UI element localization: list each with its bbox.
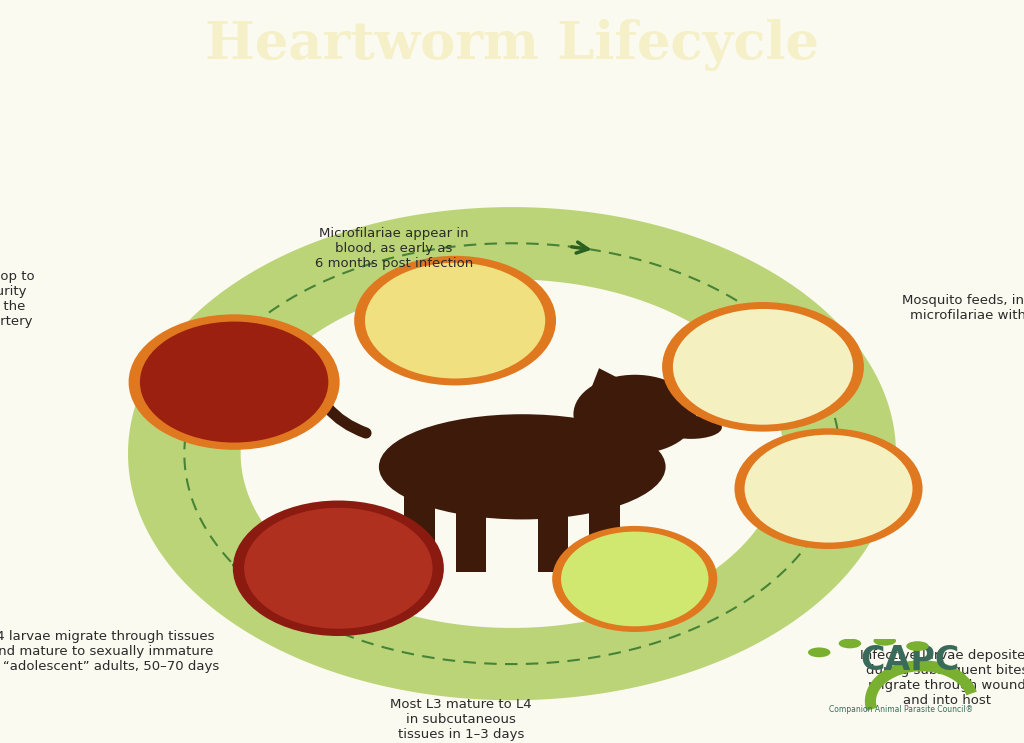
Circle shape — [365, 263, 545, 378]
Bar — [404, 493, 435, 572]
Circle shape — [354, 256, 556, 386]
Bar — [456, 493, 486, 572]
Circle shape — [561, 531, 709, 626]
Circle shape — [673, 309, 853, 425]
Circle shape — [906, 641, 929, 651]
Text: Most L3 mature to L4
in subcutaneous
tissues in 1–3 days: Most L3 mature to L4 in subcutaneous tis… — [390, 698, 532, 741]
Circle shape — [744, 435, 912, 542]
Text: Heartworm Lifecycle: Heartworm Lifecycle — [205, 19, 819, 71]
Circle shape — [129, 314, 340, 450]
Bar — [538, 493, 568, 572]
FancyArrowPatch shape — [307, 364, 366, 433]
Circle shape — [573, 374, 696, 454]
Ellipse shape — [379, 415, 666, 519]
Circle shape — [663, 302, 864, 432]
Circle shape — [734, 428, 923, 549]
Circle shape — [244, 507, 432, 629]
Ellipse shape — [660, 416, 722, 439]
Text: Worms develop to
sexual maturity
primarily in the
pulmonary artery: Worms develop to sexual maturity primari… — [0, 270, 35, 328]
Text: Microfilariae appear in
blood, as early as
6 months post infection: Microfilariae appear in blood, as early … — [314, 227, 473, 270]
Circle shape — [232, 501, 443, 636]
Text: Mosquito feeds, ingesting
microfilariae with blood: Mosquito feeds, ingesting microfilariae … — [902, 293, 1024, 322]
Circle shape — [873, 636, 896, 646]
Polygon shape — [128, 207, 896, 700]
Text: Infective larvae deposited
during subsequent bites
migrate through wound
and int: Infective larvae deposited during subseq… — [860, 649, 1024, 707]
Text: CAPC: CAPC — [860, 644, 959, 677]
Bar — [589, 493, 620, 572]
Text: Companion Animal Parasite Council®: Companion Animal Parasite Council® — [829, 705, 973, 714]
Circle shape — [839, 638, 861, 649]
Polygon shape — [584, 369, 625, 408]
Circle shape — [552, 526, 718, 632]
Circle shape — [140, 322, 329, 443]
Circle shape — [808, 647, 830, 658]
Text: L4 larvae migrate through tissues
and mature to sexually immature
or “adolescent: L4 larvae migrate through tissues and ma… — [0, 629, 219, 672]
